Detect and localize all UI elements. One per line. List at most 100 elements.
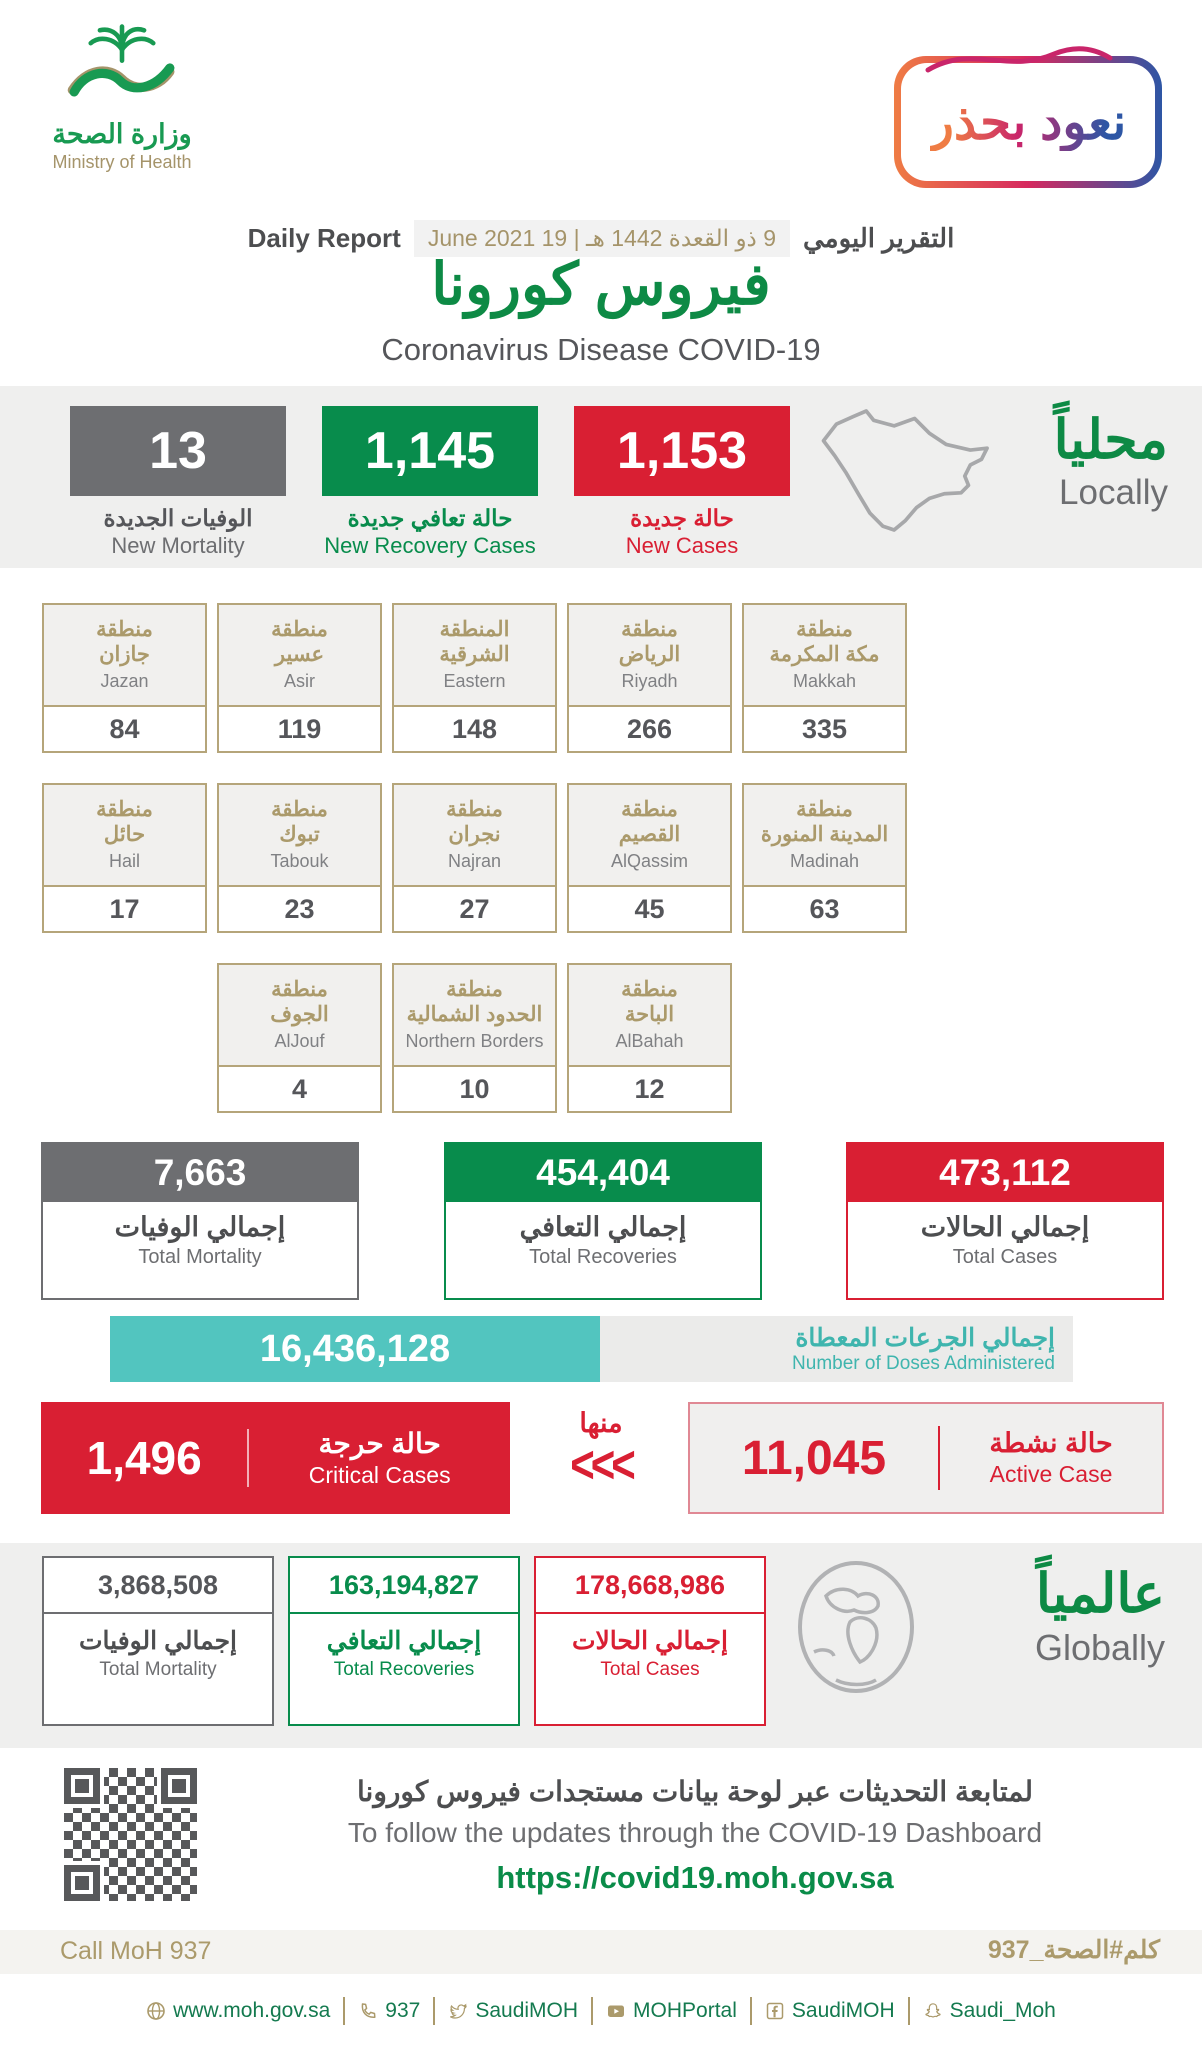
region-name-ar: الحدود الشمالية (406, 1003, 543, 1026)
snapchat-link[interactable]: Saudi_Moh (923, 1999, 1056, 2023)
dashboard-url-link[interactable]: https://covid19.moh.gov.sa (496, 1860, 894, 1895)
hashtag-label: كلم#الصحة_937 (987, 1936, 1160, 1964)
region-name-en: Hail (108, 850, 140, 871)
total-recoveries-card: 454,404 إجمالي التعافي Total Recoveries (444, 1142, 762, 1300)
divider (247, 1429, 250, 1487)
global-recoveries-label-ar: إجمالي التعافي (326, 1627, 482, 1655)
region-name-ar: مكة المكرمة (769, 643, 880, 666)
region-prefix-ar: منطقة (621, 978, 678, 1002)
footer-links-bar: www.moh.gov.sa 937 SaudiMOH MOHPortal Sa… (0, 1974, 1202, 2048)
total-recoveries-label-en: Total Recoveries (529, 1246, 677, 1268)
region-name-ar: القصيم (618, 823, 681, 846)
region-count: 23 (219, 885, 380, 931)
website-globe-icon (147, 2002, 165, 2020)
report-date: 9 ذو القعدة 1442 هـ | 19 June 2021 (413, 220, 790, 257)
region-prefix-ar: منطقة (796, 798, 853, 822)
footer-gold-bar: Call MoH 937 كلم#الصحة_937 (0, 1930, 1202, 1974)
total-mortality-value: 7,663 (43, 1144, 357, 1202)
locally-title-ar: محلياً (1053, 410, 1168, 470)
daily-report-label-en: Daily Report (247, 223, 401, 253)
facebook-link[interactable]: SaudiMOH (765, 1999, 895, 2023)
doses-administered-value: 16,436,128 (110, 1316, 600, 1382)
region-name-ar: جازان (99, 643, 150, 666)
regions-row-3: منطقة الجوف AlJouf 4 منطقة الحدود الشمالية… (217, 963, 733, 1113)
region-name-ar: حائل (103, 823, 146, 846)
global-mortality-label-ar: إجمالي الوفيات (79, 1627, 237, 1655)
region-name-en: Asir (284, 670, 315, 691)
dashboard-info: لمتابعة التحديثات عبر لوحة بيانات مستجدا… (220, 1775, 1170, 1896)
twitter-icon (450, 2003, 467, 2019)
total-cases-card: 473,112 إجمالي الحالات Total Cases (846, 1142, 1164, 1300)
region-name-en: AlBahah (615, 1030, 684, 1051)
qr-code (58, 1762, 203, 1907)
region-count: 63 (744, 885, 905, 931)
region-count: 148 (394, 705, 555, 751)
region-count: 266 (569, 705, 730, 751)
region-card-hail: منطقة حائل Hail 17 (42, 783, 207, 933)
globally-title-en: Globally (1034, 1627, 1165, 1668)
chevrons-left-icon: <<< (570, 1435, 636, 1494)
region-prefix-ar: منطقة (271, 978, 328, 1002)
region-count: 335 (744, 705, 905, 751)
region-name-en: Eastern (443, 670, 506, 691)
region-name-ar: الشرقية (439, 643, 510, 666)
new-cases-label-ar: حالة جديدة (630, 505, 734, 531)
youtube-icon (608, 2005, 625, 2017)
region-prefix-ar: منطقة (796, 618, 853, 642)
total-mortality-label-ar: إجمالي الوفيات (114, 1212, 286, 1242)
region-count: 4 (219, 1065, 380, 1111)
region-name-en: Northern Borders (405, 1030, 544, 1051)
region-count: 27 (394, 885, 555, 931)
global-cases-label-ar: إجمالي الحالات (572, 1627, 728, 1655)
twitter-link[interactable]: SaudiMOH (448, 1999, 578, 2023)
daily-report-line: Daily Report 9 ذو القعدة 1442 هـ | 19 Ju… (0, 220, 1202, 257)
dashboard-line-ar: لمتابعة التحديثات عبر لوحة بيانات مستجدا… (357, 1776, 1033, 1807)
region-name-ar: الباحة (624, 1003, 675, 1026)
qr-finder-icon (64, 1768, 100, 1804)
region-count: 84 (44, 705, 205, 751)
region-card-aljouf: منطقة الجوف AlJouf 4 (217, 963, 382, 1113)
region-count: 45 (569, 885, 730, 931)
active-cases-label-en: Active Case (989, 1461, 1113, 1487)
divider (938, 1426, 940, 1490)
global-mortality-card: 3,868,508 إجمالي الوفيات Total Mortality (42, 1556, 274, 1726)
snapchat-icon (924, 2003, 941, 2018)
new-cases-label-en: New Cases (625, 533, 739, 558)
new-mortality-label-ar: الوفيات الجديدة (103, 505, 253, 531)
new-recovery-stat: 1,145 حالة تعافي جديدة New Recovery Case… (322, 406, 538, 559)
critical-cases-label-ar: حالة حرجة (318, 1428, 441, 1459)
facebook-icon (766, 2002, 784, 2020)
new-cases-value: 1,153 (574, 406, 790, 496)
region-name-ar: عسير (274, 643, 325, 666)
total-cases-label-en: Total Cases (952, 1246, 1058, 1268)
region-name-en: Madinah (789, 850, 860, 871)
total-cases-value: 473,112 (848, 1144, 1162, 1202)
youtube-link[interactable]: MOHPortal (606, 1999, 737, 2023)
region-count: 119 (219, 705, 380, 751)
active-cases-card: 11,045 حالة نشطة Active Case (688, 1402, 1164, 1514)
new-recovery-label-ar: حالة تعافي جديدة (347, 505, 513, 531)
global-cases-label-en: Total Cases (600, 1659, 700, 1680)
region-name-ar: نجران (448, 823, 501, 846)
region-prefix-ar: منطقة (96, 618, 153, 642)
page-title-ar: فيروس كورونا (431, 252, 771, 317)
total-mortality-card: 7,663 إجمالي الوفيات Total Mortality (41, 1142, 359, 1300)
of-which-indicator: منها <<< (548, 1408, 654, 1494)
qr-finder-icon (161, 1768, 197, 1804)
website-link[interactable]: www.moh.gov.sa (146, 1999, 330, 2023)
region-name-en: Tabouk (270, 850, 329, 871)
divider (433, 1997, 436, 2025)
globe-icon (798, 1561, 914, 1693)
new-mortality-label-en: New Mortality (111, 533, 245, 558)
region-count: 17 (44, 885, 205, 931)
global-cases-value: 178,668,986 (536, 1558, 764, 1614)
region-name-en: Riyadh (621, 670, 678, 691)
phone-link[interactable]: 937 (358, 1999, 420, 2023)
new-recovery-value: 1,145 (322, 406, 538, 496)
region-prefix-ar: منطقة (446, 798, 503, 822)
of-which-label-ar: منها (579, 1408, 623, 1438)
region-card-albahah: منطقة الباحة AlBahah 12 (567, 963, 732, 1113)
regions-row-1: منطقة جازان Jazan 84 منطقة عسير Asir 119 ا… (42, 603, 908, 753)
region-card-makkah: منطقة مكة المكرمة Makkah 335 (742, 603, 907, 753)
critical-cases-card: 1,496 حالة حرجة Critical Cases (41, 1402, 510, 1514)
